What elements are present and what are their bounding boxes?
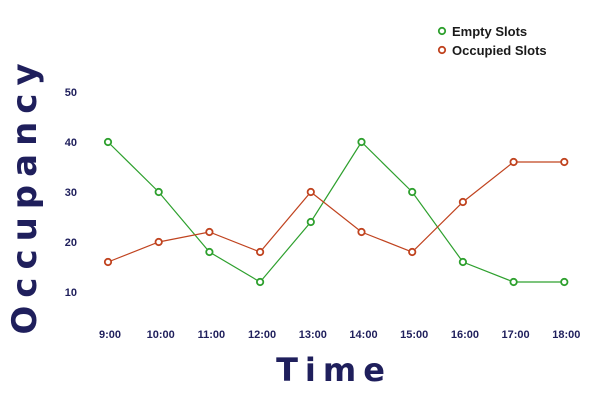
x-tick-label: 18:00 — [552, 329, 580, 341]
series-points — [103, 137, 569, 287]
data-point-occupied-slots — [154, 237, 163, 247]
data-point-empty-slots — [306, 217, 315, 227]
legend: Empty Slots Occupied Slots — [437, 24, 547, 58]
data-point-empty-slots — [154, 187, 163, 197]
data-point-occupied-slots — [408, 247, 417, 257]
legend-marker — [437, 45, 447, 55]
y-tick-label: 10 — [65, 287, 77, 299]
data-point-occupied-slots — [357, 227, 366, 237]
data-point-empty-slots — [357, 137, 366, 147]
x-tick-label: 17:00 — [502, 329, 530, 341]
legend-label: Occupied Slots — [452, 43, 547, 58]
legend-label: Empty Slots — [452, 24, 527, 39]
x-tick-label: 16:00 — [451, 329, 479, 341]
x-tick-label: 11:00 — [198, 329, 226, 341]
data-point-empty-slots — [205, 247, 214, 257]
data-point-empty-slots — [509, 277, 518, 287]
x-tick-label: 12:00 — [248, 329, 276, 341]
y-axis-ticks: 10 20 30 40 50 — [65, 87, 77, 299]
x-axis-title: Time — [276, 351, 392, 389]
series-line-empty-slots — [107, 141, 565, 283]
data-point-empty-slots — [255, 277, 265, 287]
series-line-occupied-slots — [107, 161, 565, 263]
x-tick-label: 13:00 — [299, 329, 327, 341]
x-tick-label: 15:00 — [400, 329, 428, 341]
x-tick-label: 10:00 — [147, 329, 175, 341]
data-point-empty-slots — [458, 257, 467, 267]
data-point-occupied-slots — [205, 227, 214, 237]
data-point-occupied-slots — [560, 157, 569, 167]
data-point-empty-slots — [408, 187, 417, 197]
x-tick-label: 9:00 — [99, 329, 121, 341]
data-point-empty-slots — [103, 137, 113, 147]
series-lines — [107, 141, 565, 283]
x-tick-label: 14:00 — [349, 329, 377, 341]
data-point-empty-slots — [560, 277, 569, 287]
data-point-occupied-slots — [509, 157, 518, 167]
data-point-occupied-slots — [255, 247, 265, 257]
data-point-occupied-slots — [458, 197, 467, 207]
y-tick-label: 50 — [65, 87, 77, 99]
y-axis-title: Occupancy — [5, 55, 45, 334]
legend-marker — [437, 26, 447, 36]
y-tick-label: 40 — [65, 137, 77, 149]
x-axis-ticks: 9:00 10:00 11:00 12:00 13:00 14:00 15:00 16:00 1… — [99, 329, 580, 341]
data-point-occupied-slots — [306, 187, 315, 197]
y-tick-label: 30 — [65, 187, 77, 199]
y-tick-label: 20 — [65, 237, 77, 249]
data-point-occupied-slots — [103, 257, 113, 267]
